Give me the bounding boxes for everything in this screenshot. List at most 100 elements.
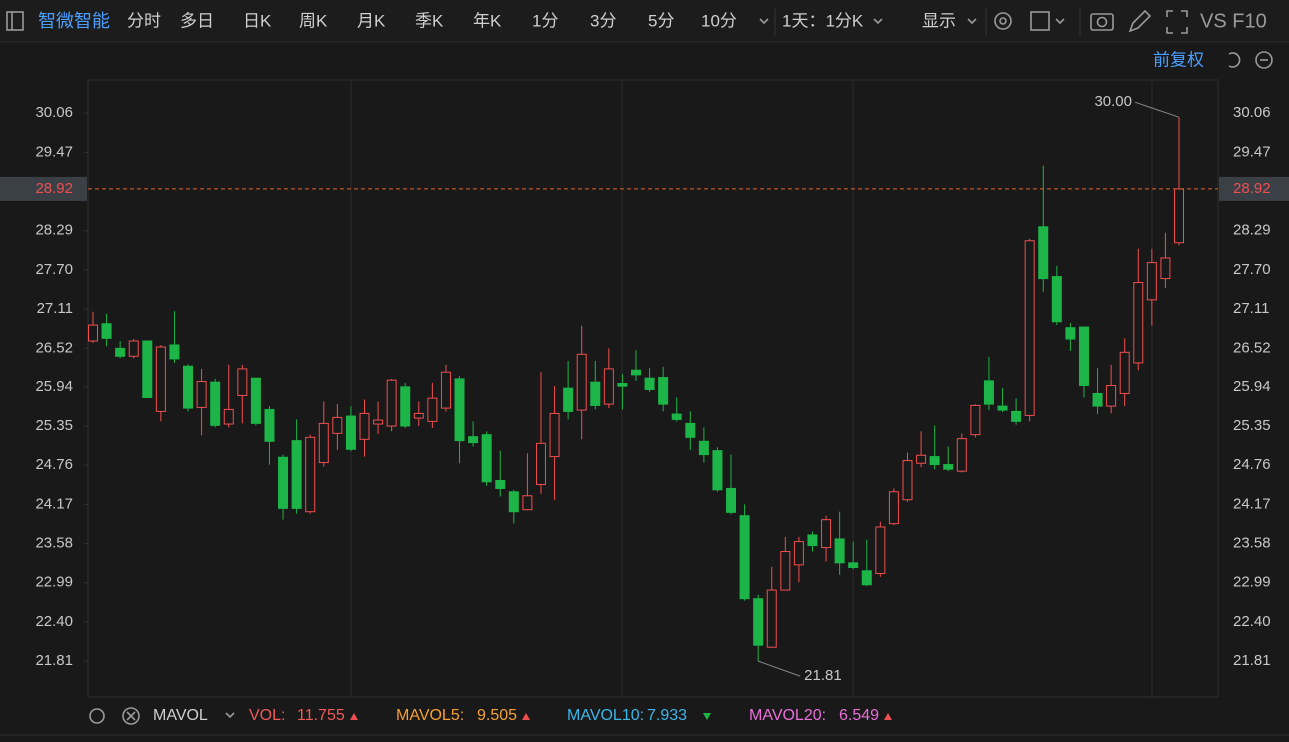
period-select[interactable]: 1天：1分K [782, 11, 864, 30]
sidebar-icon[interactable] [6, 11, 24, 31]
y-tick-label-right: 22.40 [1233, 613, 1271, 630]
candle-body [250, 377, 261, 424]
candle-body [617, 383, 628, 387]
adjust-mode[interactable]: 前复权 [1153, 50, 1204, 69]
display-menu[interactable]: 显示 [922, 11, 956, 30]
period-tab[interactable]: 3分 [590, 11, 616, 30]
candle-body [1146, 262, 1157, 301]
y-tick-label-right: 21.81 [1233, 652, 1271, 669]
trend-arrow [884, 713, 892, 720]
y-tick-label-right: 23.58 [1233, 535, 1271, 552]
candle-body [183, 365, 194, 409]
candle-body [793, 541, 804, 566]
y-tick-label-right: 27.11 [1233, 300, 1269, 317]
candle-body [861, 570, 872, 586]
draw-icon[interactable] [1128, 9, 1152, 33]
candle-body [495, 479, 506, 489]
candle-body [155, 346, 166, 412]
candle-body [1051, 276, 1062, 323]
trend-arrow [703, 713, 711, 720]
indicator-label: MAVOL20: [749, 707, 826, 724]
indicator-label: MAVOL10: [567, 707, 644, 724]
settings-icon[interactable] [994, 12, 1012, 30]
candle-body [468, 436, 479, 444]
period-tab[interactable]: 5分 [648, 11, 674, 30]
indicator-close[interactable] [122, 707, 140, 725]
candle-body [1119, 351, 1130, 394]
indicator-value: 6.549 [839, 707, 879, 724]
trend-arrow [350, 713, 358, 720]
candle-body [563, 387, 574, 412]
period-tab[interactable]: 季K [415, 11, 444, 30]
candle-body [888, 491, 899, 525]
y-tick-label: 28.29 [35, 222, 73, 239]
candles: 30.06 30.06 29.47 29.47 28.29 28.29 27.70 27.70… [0, 93, 1289, 684]
indicator-name[interactable]: MAVOL [153, 707, 208, 724]
candle-body [916, 454, 927, 464]
indicator-value: 11.755 [297, 707, 345, 724]
display-chevron[interactable] [967, 18, 977, 25]
candle-body [753, 598, 764, 646]
indicator-values: VOL: 11.755 MAVOL5: 9.505 MAVOL10: 7.933 MAVOL… [249, 707, 892, 724]
candle-body [929, 456, 940, 466]
candle-body [142, 340, 153, 398]
y-tick-label-right: 29.47 [1233, 143, 1271, 160]
settings-icon-core [999, 17, 1007, 25]
period-tab[interactable]: 年K [473, 11, 502, 30]
compare-f10[interactable]: VS F10 [1200, 10, 1267, 32]
layout-icon[interactable] [1030, 11, 1050, 31]
indicator-chevron[interactable] [225, 712, 235, 719]
last-price-box-right [1219, 176, 1289, 201]
indicator-label: VOL: [249, 707, 285, 724]
candle-body [590, 381, 601, 406]
indicator-settings[interactable] [89, 708, 105, 724]
period-tab[interactable]: 周K [299, 11, 328, 30]
y-tick-label-right: 26.52 [1233, 339, 1271, 356]
candle-body [1078, 326, 1089, 387]
y-tick-label: 21.81 [35, 652, 73, 669]
y-tick-label-right: 22.99 [1233, 574, 1271, 591]
candle-body [278, 456, 289, 509]
y-tick-label: 27.11 [37, 300, 73, 317]
fullscreen-icon[interactable] [1166, 10, 1188, 34]
period-tab[interactable]: 分时 [127, 11, 161, 30]
candle-body [88, 324, 98, 342]
candle-body [983, 380, 994, 405]
candle-body [1160, 257, 1171, 280]
period-tab[interactable]: 月K [357, 11, 386, 30]
period-tab[interactable]: 10分 [701, 11, 737, 30]
candle-body [1106, 385, 1117, 407]
y-tick-label-right: 25.35 [1233, 417, 1271, 434]
candle-body [631, 369, 641, 376]
period-tab[interactable]: 多日 [180, 11, 214, 30]
y-tick-label: 30.06 [35, 104, 73, 121]
reset-icon[interactable] [1228, 52, 1241, 68]
toolbar [0, 0, 1289, 42]
y-tick-label: 25.94 [35, 378, 73, 395]
layout-chevron[interactable] [1055, 18, 1065, 25]
candle-body [386, 379, 397, 427]
zoom-out-icon[interactable] [1255, 51, 1273, 69]
symbol-name[interactable]: 智微智能 [38, 11, 110, 31]
candle-body [1065, 327, 1076, 340]
candle-body [522, 495, 533, 511]
y-tick-label: 25.35 [35, 417, 73, 434]
y-tick-label-right: 27.70 [1233, 261, 1271, 278]
last-price-label: 28.92 [35, 180, 73, 197]
candle-body [373, 419, 384, 425]
period-tab[interactable]: 1分 [532, 11, 558, 30]
more-chevron[interactable] [759, 18, 769, 25]
y-tick-label-right: 28.29 [1233, 222, 1271, 239]
candle-body [427, 397, 438, 422]
indicator-value: 9.505 [477, 707, 517, 724]
candle-body [101, 323, 112, 339]
candle-body [807, 534, 818, 547]
candle-body [956, 438, 967, 472]
y-tick-label-right: 25.94 [1233, 378, 1271, 395]
period-chevron[interactable] [873, 18, 883, 25]
period-tab[interactable]: 日K [243, 11, 272, 30]
camera-icon[interactable] [1090, 13, 1114, 31]
y-tick-label: 22.99 [35, 574, 73, 591]
candle-body [1024, 240, 1035, 416]
